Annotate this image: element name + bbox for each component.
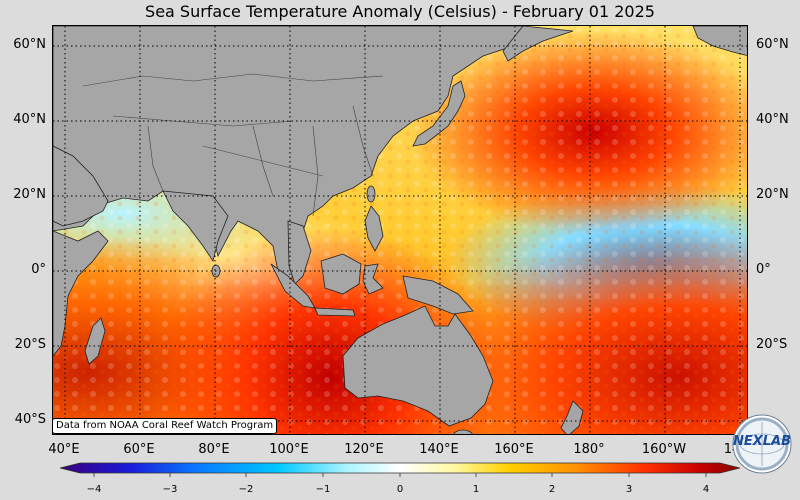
colorbar-tick-label: 1	[472, 484, 480, 495]
colorbar-tick-label: −1	[315, 484, 331, 495]
lon-label: 140°E	[419, 442, 459, 457]
map-canvas	[53, 26, 747, 434]
lon-label: 40°E	[48, 442, 80, 457]
colorbar-ticks	[93, 473, 707, 477]
lon-label: 160°W	[641, 442, 687, 457]
land-africa	[53, 230, 109, 357]
colorbar-tick-label: 2	[548, 484, 556, 495]
land-java	[314, 307, 356, 317]
land-new-zealand	[560, 400, 584, 434]
lat-label-right: 40°N	[756, 112, 789, 127]
data-source-note: Data from NOAA Coral Reef Watch Program	[52, 418, 278, 434]
lat-label-right: 20°S	[756, 337, 788, 352]
lat-label-right: 60°N	[756, 37, 789, 52]
sst-anomaly-map	[52, 25, 748, 435]
lat-label-left: 40°N	[13, 112, 46, 127]
lat-label-left: 40°S	[14, 412, 46, 427]
colorbar-tick-label: −3	[162, 484, 178, 495]
land-malay-peninsula	[287, 220, 312, 285]
globe-logo-icon: NEXLAB	[732, 414, 792, 474]
lat-label-left: 60°N	[13, 37, 46, 52]
land-taiwan	[366, 185, 376, 203]
colorbar-tick-label: −4	[86, 484, 102, 495]
colorbar	[60, 462, 740, 477]
colorbar-tick-label: 3	[625, 484, 633, 495]
colorbar-tick-label: −2	[238, 484, 254, 495]
land-arabia	[53, 145, 109, 227]
lat-label-left: 0°	[31, 262, 46, 277]
land-madagascar	[84, 317, 106, 365]
colorbar-tick-label: 4	[702, 484, 710, 495]
lon-label: 160°E	[494, 442, 534, 457]
lon-label: 80°E	[198, 442, 230, 457]
lon-label: 180°	[573, 442, 605, 457]
lon-label: 100°E	[269, 442, 309, 457]
lat-label-left: 20°N	[13, 187, 46, 202]
land-india	[162, 190, 229, 262]
country-borders	[82, 73, 384, 217]
land-kamchatka	[502, 26, 574, 62]
lon-label: 120°E	[344, 442, 384, 457]
graticule	[53, 26, 747, 434]
land-borneo	[320, 253, 362, 295]
colorbar-tick-label: 0	[396, 484, 404, 495]
land-alaska	[692, 26, 747, 56]
land-australia	[342, 305, 494, 427]
lat-label-left: 20°S	[14, 337, 46, 352]
lat-label-right: 0°	[756, 262, 771, 277]
logo-text: NEXLAB	[732, 434, 792, 449]
lon-label: 60°E	[123, 442, 155, 457]
land-new-guinea	[402, 275, 474, 315]
lat-label-right: 20°N	[756, 187, 789, 202]
map-title: Sea Surface Temperature Anomaly (Celsius…	[145, 2, 655, 21]
land-tasmania	[453, 429, 473, 434]
